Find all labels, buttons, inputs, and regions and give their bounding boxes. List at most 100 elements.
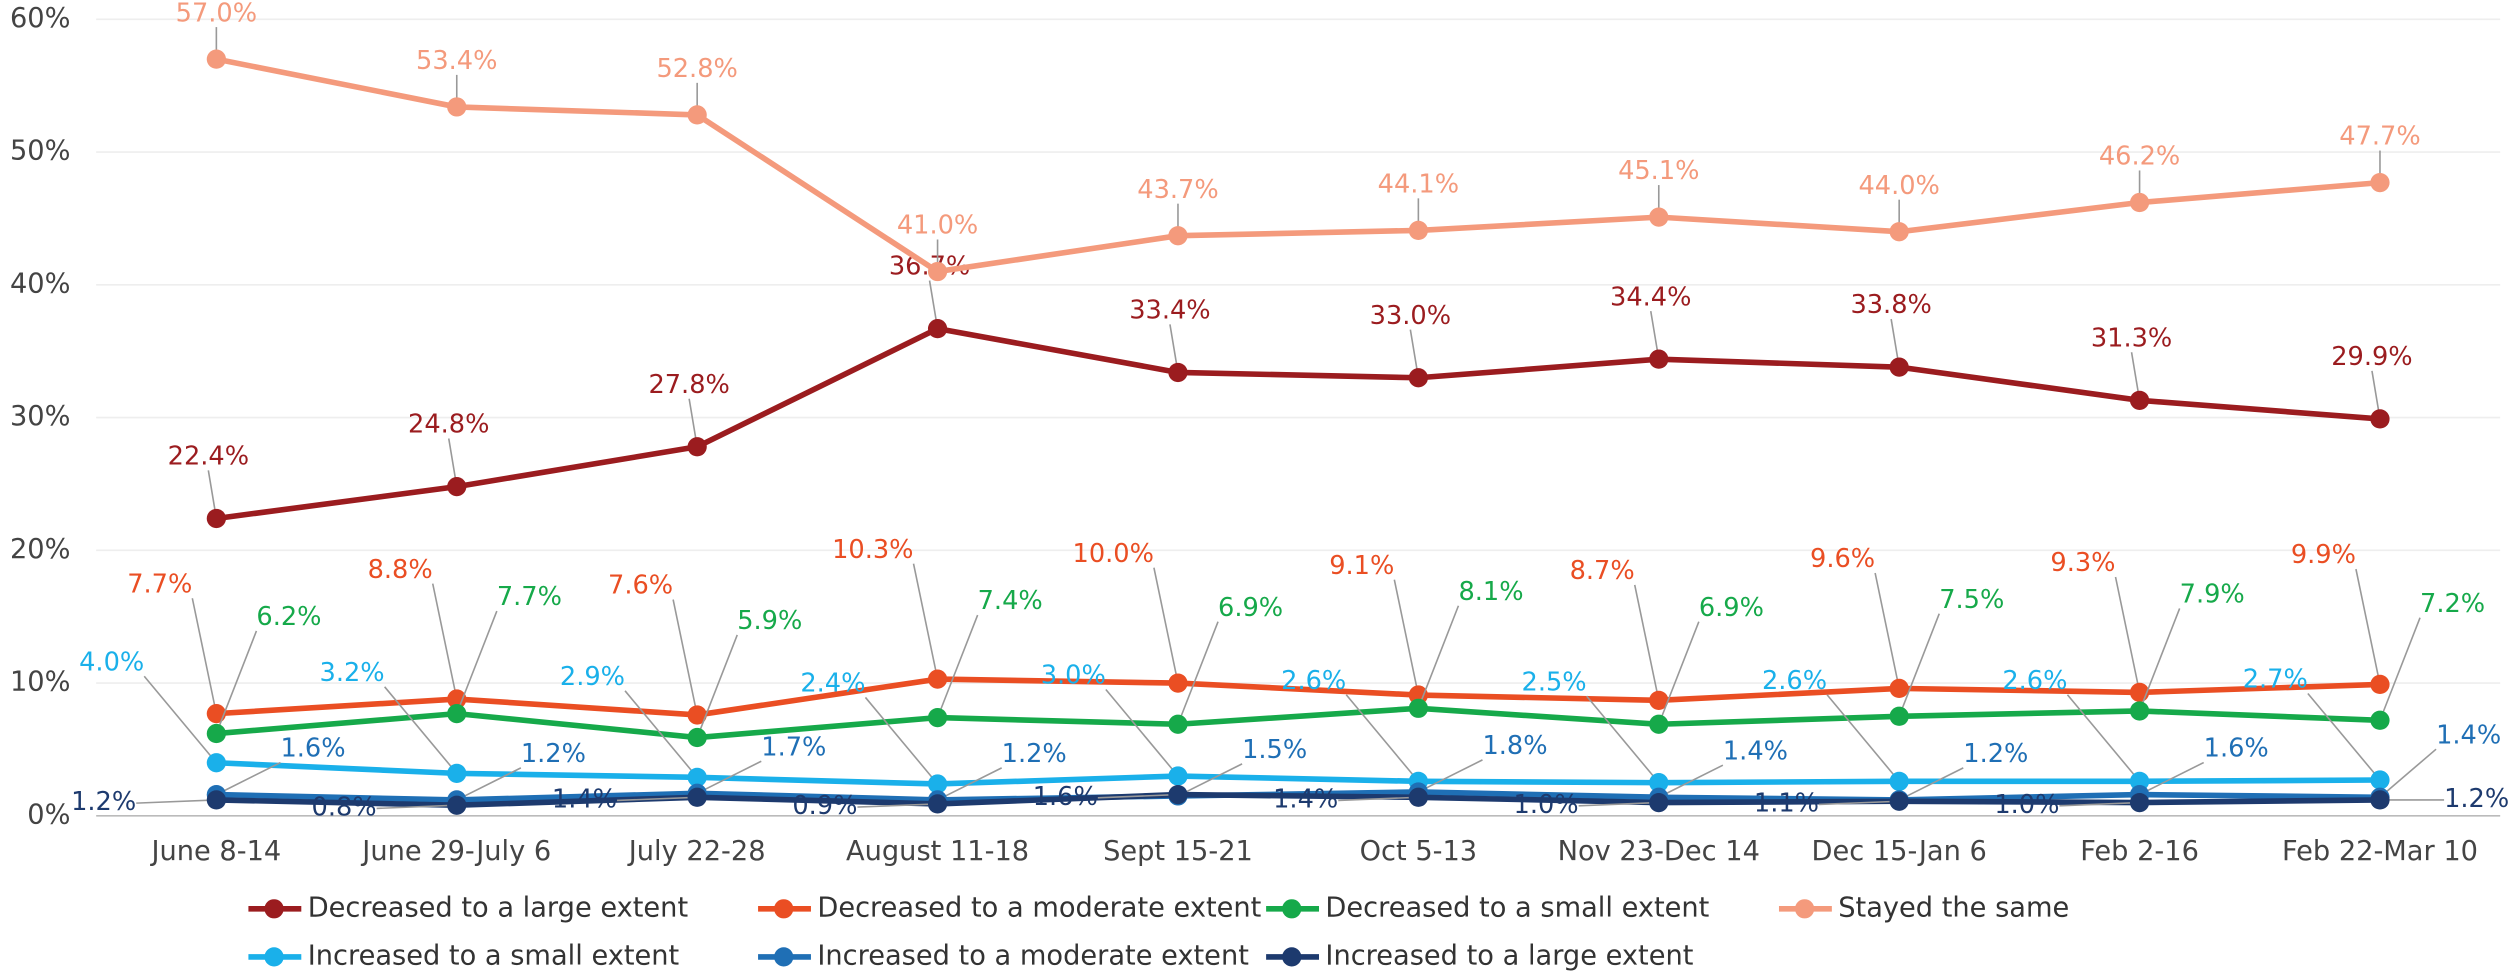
data-label: 1.1% xyxy=(1754,788,1819,818)
legend-label: Decreased to a large extent xyxy=(308,892,689,923)
data-label: 7.6% xyxy=(608,571,673,601)
data-label: 52.8% xyxy=(656,54,737,84)
point xyxy=(447,704,467,724)
data-label: 24.8% xyxy=(408,410,489,440)
data-label: 43.7% xyxy=(1137,175,1218,205)
leader-line xyxy=(1633,584,1660,701)
point xyxy=(1408,220,1428,241)
data-label: 33.0% xyxy=(1370,301,1451,331)
data-label: 27.8% xyxy=(648,370,729,400)
data-label: 8.7% xyxy=(1570,556,1635,586)
data-label: 1.6% xyxy=(280,734,345,764)
data-label: 10.3% xyxy=(832,535,913,565)
data-label: 1.2% xyxy=(2444,784,2509,814)
x-tick-label: June 8-14 xyxy=(149,836,281,867)
point xyxy=(206,704,226,724)
data-label: 1.2% xyxy=(1963,739,2028,769)
point xyxy=(1168,226,1188,246)
x-tick-label: August 11-18 xyxy=(846,836,1029,867)
point xyxy=(206,49,226,69)
leader-line xyxy=(864,696,939,785)
point xyxy=(1649,349,1669,369)
series: 6.2% 7.7% 5.9% 7.4% 6.9% 8.1% 6.9% 7.5% 7.9% 7.2% xyxy=(206,577,2485,748)
data-label: 46.2% xyxy=(2099,142,2180,172)
leader-line xyxy=(1586,695,1660,784)
point xyxy=(1168,673,1188,693)
legend-label: Decreased to a small extent xyxy=(1325,892,1709,923)
data-label: 7.7% xyxy=(497,582,562,612)
data-label: 45.1% xyxy=(1618,156,1699,186)
point xyxy=(447,689,467,709)
point xyxy=(927,794,948,814)
legend-swatch-dot xyxy=(774,947,794,967)
point xyxy=(2370,790,2390,810)
leader-line xyxy=(376,804,457,810)
data-label: 1.4% xyxy=(552,784,617,814)
leader-line xyxy=(1417,605,1460,709)
legend-swatch-dot xyxy=(774,899,794,919)
leader-line xyxy=(191,598,218,714)
data-label: 2.4% xyxy=(800,669,865,699)
point xyxy=(687,727,707,748)
data-label: 9.1% xyxy=(1329,551,1394,581)
point xyxy=(1649,207,1669,227)
leader-line xyxy=(696,634,738,738)
leader-line xyxy=(2066,694,2141,782)
point xyxy=(447,795,467,815)
x-tick-label: Sept 15-21 xyxy=(1103,836,1253,867)
y-tick-label: 60% xyxy=(10,3,71,34)
data-label: 9.9% xyxy=(2291,540,2356,570)
data-label: 7.4% xyxy=(978,586,1043,616)
point xyxy=(1889,706,1909,726)
x-tick-label: July 22-28 xyxy=(627,836,766,867)
data-label: 41.0% xyxy=(897,211,978,241)
leader-line xyxy=(1826,694,1900,782)
leader-line xyxy=(2114,576,2141,693)
x-tick-label: Feb 2-16 xyxy=(2080,836,2199,867)
point xyxy=(2370,770,2390,790)
leader-line xyxy=(616,796,698,802)
point xyxy=(206,790,226,810)
point xyxy=(1408,685,1428,705)
series: 4.0% 3.2% 2.9% 2.4% 3.0% 2.6% 2.5% 2.6% 2.6% 2.7% xyxy=(79,647,2390,794)
data-label: 2.9% xyxy=(560,662,625,692)
data-label: 6.2% xyxy=(256,602,321,632)
data-label: 1.0% xyxy=(1514,790,1579,820)
point xyxy=(2370,710,2390,730)
leader-line xyxy=(1658,621,1700,725)
data-label: 1.0% xyxy=(1994,790,2059,820)
data-label: 1.4% xyxy=(2436,720,2501,750)
data-label: 7.9% xyxy=(2180,580,2245,610)
leader-line xyxy=(1177,621,1219,725)
point xyxy=(447,477,467,497)
point xyxy=(1889,678,1909,699)
leader-line xyxy=(1898,767,1964,801)
point xyxy=(1889,222,1909,242)
series-line xyxy=(216,759,2380,787)
data-label: 0.9% xyxy=(792,791,857,821)
data-label: 31.3% xyxy=(2091,323,2172,353)
point xyxy=(687,705,707,725)
leader-line xyxy=(672,599,698,716)
data-label: 2.6% xyxy=(1281,666,1346,696)
leader-line xyxy=(2355,568,2381,685)
data-label: 1.2% xyxy=(521,739,586,769)
series-line xyxy=(216,791,2381,809)
data-label: 0.8% xyxy=(312,792,377,822)
point xyxy=(206,508,226,529)
leader-line xyxy=(2307,692,2381,781)
point xyxy=(1168,714,1188,734)
data-label: 8.8% xyxy=(368,555,433,585)
series: 7.7% 8.8% 7.6% 10.3% 10.0% 9.1% 8.7% 9.6% 9.3% 9.… xyxy=(127,535,2390,725)
point xyxy=(2370,674,2390,695)
leader-line xyxy=(937,767,1003,801)
data-label: 33.8% xyxy=(1850,290,1931,320)
y-tick-label: 50% xyxy=(10,136,71,167)
series-line xyxy=(215,325,2381,522)
data-label: 7.7% xyxy=(127,569,192,599)
series-line xyxy=(216,676,2381,718)
point xyxy=(2129,792,2150,813)
leader-line xyxy=(136,799,217,804)
x-tick-label: Nov 23-Dec 14 xyxy=(1558,836,1760,867)
point xyxy=(1168,784,1188,805)
